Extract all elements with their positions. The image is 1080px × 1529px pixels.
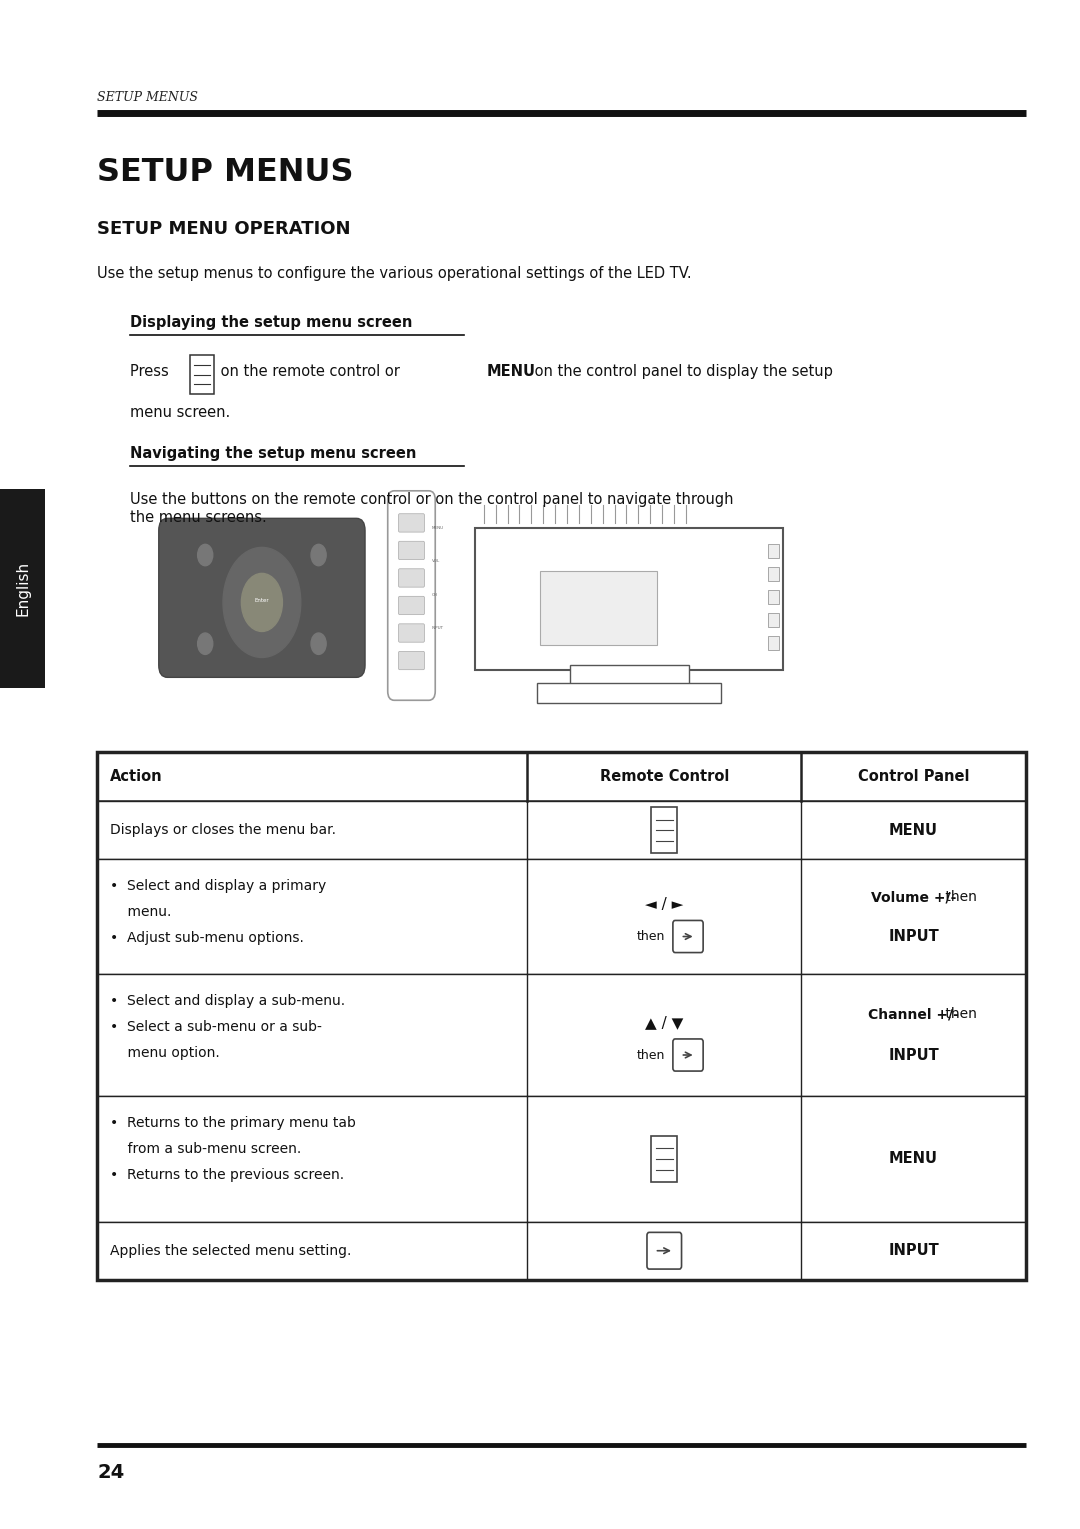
Text: on the remote control or: on the remote control or [216,364,405,379]
FancyBboxPatch shape [190,355,214,394]
FancyBboxPatch shape [647,1232,681,1269]
FancyBboxPatch shape [538,683,721,703]
Text: VOL: VOL [432,560,441,563]
FancyBboxPatch shape [388,491,435,700]
FancyBboxPatch shape [768,544,779,558]
FancyBboxPatch shape [159,518,365,677]
Text: MENU: MENU [432,526,444,529]
FancyBboxPatch shape [673,1040,703,1072]
FancyBboxPatch shape [97,974,1026,1096]
Circle shape [198,633,213,654]
Text: on the control panel to display the setup: on the control panel to display the setu… [530,364,833,379]
FancyBboxPatch shape [673,920,703,953]
Text: from a sub-menu screen.: from a sub-menu screen. [110,1142,301,1156]
Circle shape [222,547,300,657]
FancyBboxPatch shape [651,807,677,853]
Text: Press: Press [130,364,173,379]
Text: then: then [941,1008,976,1021]
FancyBboxPatch shape [768,590,779,604]
FancyBboxPatch shape [399,651,424,670]
Circle shape [311,544,326,566]
Text: •  Adjust sub-menu options.: • Adjust sub-menu options. [110,931,305,945]
FancyBboxPatch shape [399,624,424,642]
Text: Remote Control: Remote Control [599,769,729,784]
Text: ▲ / ▼: ▲ / ▼ [645,1015,684,1031]
Text: SETUP MENUS: SETUP MENUS [97,157,354,188]
Text: INPUT: INPUT [888,928,939,943]
Text: SETUP MENUS: SETUP MENUS [97,90,199,104]
Text: Enter: Enter [255,598,269,604]
Text: menu option.: menu option. [110,1046,220,1060]
Circle shape [311,633,326,654]
Text: INPUT: INPUT [432,627,444,630]
Text: SETUP MENU OPERATION: SETUP MENU OPERATION [97,220,351,239]
FancyBboxPatch shape [651,1136,677,1182]
FancyBboxPatch shape [570,665,689,685]
FancyBboxPatch shape [97,1096,1026,1222]
Text: •  Select a sub-menu or a sub-: • Select a sub-menu or a sub- [110,1020,322,1034]
Text: Use the setup menus to configure the various operational settings of the LED TV.: Use the setup menus to configure the var… [97,266,692,281]
Text: menu.: menu. [110,905,172,919]
FancyBboxPatch shape [97,1222,1026,1280]
FancyBboxPatch shape [97,801,1026,859]
Text: Navigating the setup menu screen: Navigating the setup menu screen [130,446,416,462]
FancyBboxPatch shape [768,613,779,627]
Text: •  Select and display a primary: • Select and display a primary [110,879,326,893]
Text: INPUT: INPUT [888,1049,939,1064]
Text: MENU: MENU [889,823,939,838]
FancyBboxPatch shape [399,596,424,615]
FancyBboxPatch shape [399,541,424,560]
Circle shape [198,544,213,566]
FancyBboxPatch shape [97,859,1026,974]
Text: Volume +/-: Volume +/- [870,890,956,904]
FancyBboxPatch shape [768,567,779,581]
Text: •  Returns to the primary menu tab: • Returns to the primary menu tab [110,1116,356,1130]
FancyBboxPatch shape [768,636,779,650]
Text: INPUT: INPUT [888,1243,939,1258]
Text: then: then [637,1049,665,1061]
Text: ◄ / ►: ◄ / ► [645,898,684,911]
Text: CH: CH [432,593,437,596]
FancyBboxPatch shape [399,569,424,587]
FancyBboxPatch shape [399,514,424,532]
Text: Channel +/-: Channel +/- [868,1008,959,1021]
FancyBboxPatch shape [475,528,783,670]
FancyBboxPatch shape [0,489,45,688]
Text: MENU: MENU [889,1151,939,1167]
Text: Action: Action [110,769,163,784]
Text: then: then [637,930,665,943]
Text: Displaying the setup menu screen: Displaying the setup menu screen [130,315,411,330]
Text: 24: 24 [97,1463,124,1482]
Text: Applies the selected menu setting.: Applies the selected menu setting. [110,1243,351,1258]
Circle shape [241,573,282,631]
Text: Use the buttons on the remote control or on the control panel to navigate throug: Use the buttons on the remote control or… [130,492,733,524]
Text: menu screen.: menu screen. [130,405,230,420]
Text: Control Panel: Control Panel [858,769,970,784]
Text: English: English [15,561,30,616]
FancyBboxPatch shape [540,572,657,645]
Text: Displays or closes the menu bar.: Displays or closes the menu bar. [110,823,336,838]
Text: •  Select and display a sub-menu.: • Select and display a sub-menu. [110,994,346,1008]
Text: •  Returns to the previous screen.: • Returns to the previous screen. [110,1168,345,1182]
Text: MENU: MENU [487,364,536,379]
Text: then: then [941,890,976,904]
FancyBboxPatch shape [97,752,1026,801]
